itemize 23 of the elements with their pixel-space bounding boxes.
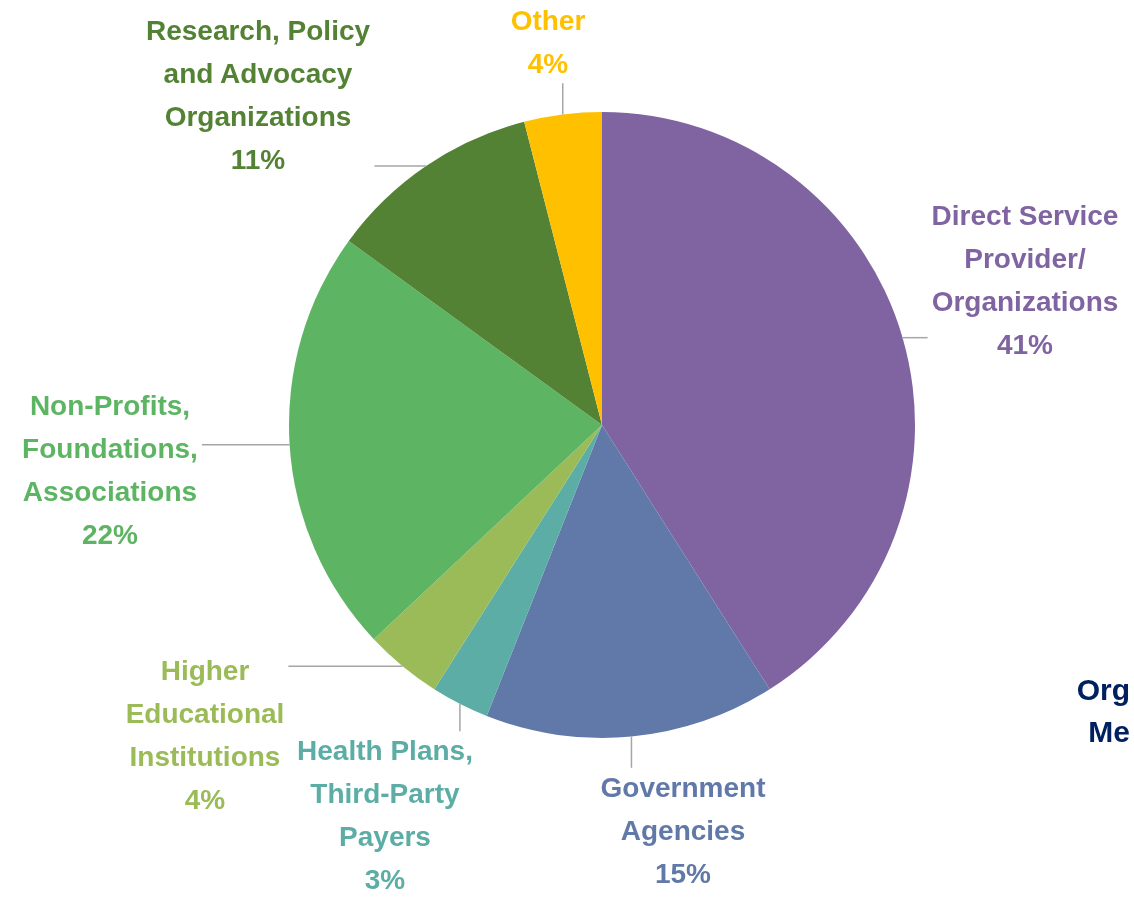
text: Org (1076, 673, 1130, 706)
pie-slice (348, 121, 602, 425)
data-label: 3% (364, 864, 406, 896)
data-label: 15% (654, 857, 712, 889)
slice-label: Health Plans, Third-Party Payers (297, 735, 473, 853)
data-label: 41% (996, 329, 1054, 361)
slice-label: Other (510, 5, 586, 37)
text: Me (1088, 715, 1130, 748)
pie-slice (434, 425, 602, 717)
pie-slice (602, 112, 915, 690)
pie-slice (486, 425, 770, 738)
data-label: 22% (81, 519, 139, 551)
pie-slice (373, 425, 602, 690)
pie-slice (524, 112, 602, 425)
slice-label: Direct Service Provider/ Organizations (931, 200, 1119, 318)
slice-label: Non-Profits, Foundations, Associations (22, 390, 198, 508)
data-label: 11% (230, 144, 286, 176)
slice-label: Higher Educational Institutions (125, 655, 285, 773)
pie-slice (289, 241, 602, 640)
data-label: 4% (184, 784, 226, 816)
slice-label: Research, Policy and Advocacy Organizations (145, 15, 371, 133)
data-label: 4% (527, 48, 569, 80)
slice-label: Government Agencies (600, 771, 766, 846)
